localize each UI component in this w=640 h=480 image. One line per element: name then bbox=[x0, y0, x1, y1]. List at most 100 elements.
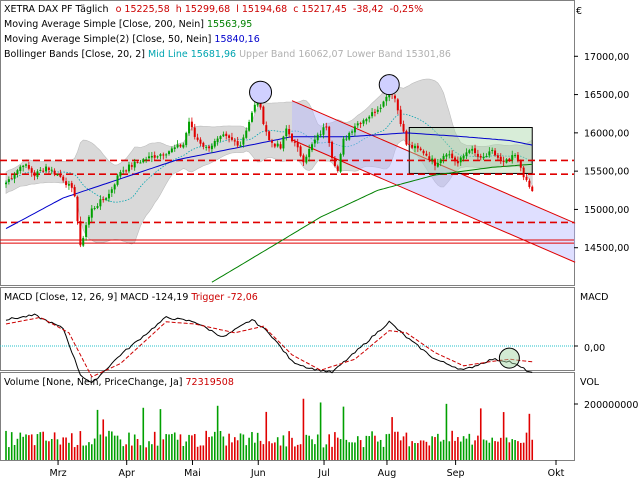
bollinger-lower-value: 15301,86 bbox=[406, 49, 451, 60]
volume-bar bbox=[148, 441, 150, 460]
x-tick-label: Apr bbox=[118, 468, 135, 479]
candle-body bbox=[273, 143, 276, 147]
candle-body bbox=[96, 206, 99, 208]
sma50-line bbox=[5, 132, 533, 230]
volume-bar bbox=[193, 434, 196, 460]
x-tick-label: Jul bbox=[317, 468, 329, 479]
volume-bar bbox=[73, 447, 76, 460]
candle-body bbox=[525, 176, 528, 181]
candle-body bbox=[225, 133, 228, 137]
volume-bar bbox=[79, 431, 82, 460]
candle-body bbox=[122, 170, 125, 172]
volume-bar bbox=[499, 437, 502, 460]
volume-bar bbox=[294, 446, 296, 460]
volume-bar bbox=[259, 440, 262, 460]
candle-body bbox=[276, 143, 279, 147]
volume-bar bbox=[173, 432, 176, 460]
candle-body bbox=[87, 216, 90, 225]
candle-body bbox=[13, 174, 16, 179]
candle-body bbox=[462, 155, 465, 159]
candle-body bbox=[47, 167, 50, 171]
volume-bar bbox=[397, 431, 399, 460]
candle-body bbox=[139, 162, 142, 164]
volume-bar bbox=[182, 445, 185, 460]
candle-body bbox=[408, 143, 411, 145]
volume-bar bbox=[99, 434, 102, 460]
volume-bar bbox=[479, 408, 482, 460]
candle-body bbox=[7, 179, 10, 183]
candle-body bbox=[10, 178, 13, 180]
candle-body bbox=[434, 159, 436, 166]
volume-bar bbox=[219, 430, 222, 460]
volume-bar bbox=[16, 438, 19, 460]
volume-bar bbox=[362, 447, 365, 460]
macd-zero-tick: 0,00 bbox=[584, 343, 605, 354]
candle-body bbox=[39, 169, 42, 171]
volume-bar bbox=[345, 439, 348, 460]
volume-bar bbox=[213, 431, 216, 460]
volume-bar bbox=[385, 434, 388, 460]
volume-bar bbox=[45, 440, 47, 460]
volume-bar bbox=[299, 444, 302, 460]
candle-body bbox=[5, 182, 7, 185]
volume-bar bbox=[131, 445, 133, 460]
candle-body bbox=[422, 150, 425, 154]
candle-body bbox=[296, 142, 299, 148]
candle-body bbox=[233, 140, 236, 142]
candle-body bbox=[371, 112, 374, 117]
candle-body bbox=[125, 170, 128, 172]
volume-bar bbox=[377, 441, 379, 460]
candle-body bbox=[305, 156, 308, 163]
candle-body bbox=[471, 148, 474, 151]
candle-body bbox=[190, 121, 193, 128]
volume-bar bbox=[262, 444, 265, 460]
candle-body bbox=[431, 158, 434, 161]
low-value: 15194,68 bbox=[242, 4, 287, 15]
candle-body bbox=[162, 154, 165, 156]
candle-body bbox=[213, 140, 216, 147]
candle-body bbox=[331, 141, 334, 159]
volume-bar bbox=[196, 446, 199, 460]
volume-bar bbox=[68, 442, 70, 460]
candle-body bbox=[348, 132, 351, 140]
volume-bar bbox=[271, 443, 273, 460]
candle-body bbox=[219, 136, 222, 140]
candle-body bbox=[116, 175, 119, 185]
volume-bar bbox=[85, 445, 87, 460]
candle-body bbox=[228, 135, 231, 138]
y-tick-label: 16000,00 bbox=[584, 128, 629, 139]
candle-body bbox=[199, 139, 202, 144]
candle-body bbox=[299, 146, 302, 156]
volume-bar bbox=[296, 444, 299, 460]
volume-bar bbox=[176, 439, 179, 460]
volume-bar bbox=[322, 447, 325, 460]
volume-bar bbox=[477, 435, 479, 460]
candle-body bbox=[351, 131, 354, 133]
candle-body bbox=[262, 106, 265, 125]
candle-body bbox=[516, 154, 519, 160]
trend-channel-upper bbox=[291, 100, 576, 224]
bollinger-mid-line bbox=[5, 113, 533, 203]
candle-body bbox=[385, 96, 388, 102]
candle-body bbox=[442, 155, 445, 160]
macd-value: -124,19 bbox=[152, 292, 189, 303]
volume-legend: Volume [None, Nein, PriceChange, Ja] 723… bbox=[4, 377, 234, 388]
candle-body bbox=[119, 171, 122, 177]
candle-body bbox=[353, 126, 356, 133]
trigger-value: -72,06 bbox=[227, 292, 258, 303]
macd-axis-title: MACD bbox=[580, 292, 608, 303]
candle-body bbox=[288, 129, 291, 135]
volume-bar bbox=[256, 432, 259, 460]
candle-body bbox=[33, 172, 36, 177]
volume-bar bbox=[225, 445, 228, 460]
volume-bar bbox=[342, 406, 345, 460]
candle-body bbox=[245, 130, 248, 138]
volume-bar bbox=[216, 405, 219, 460]
candle-body bbox=[93, 208, 96, 210]
trend-channel-fill bbox=[292, 100, 576, 263]
volume-bar bbox=[417, 443, 419, 460]
candle-body bbox=[202, 142, 205, 147]
volume-bar bbox=[236, 440, 239, 460]
volume-bar bbox=[425, 441, 428, 460]
volume-bar bbox=[56, 439, 59, 460]
